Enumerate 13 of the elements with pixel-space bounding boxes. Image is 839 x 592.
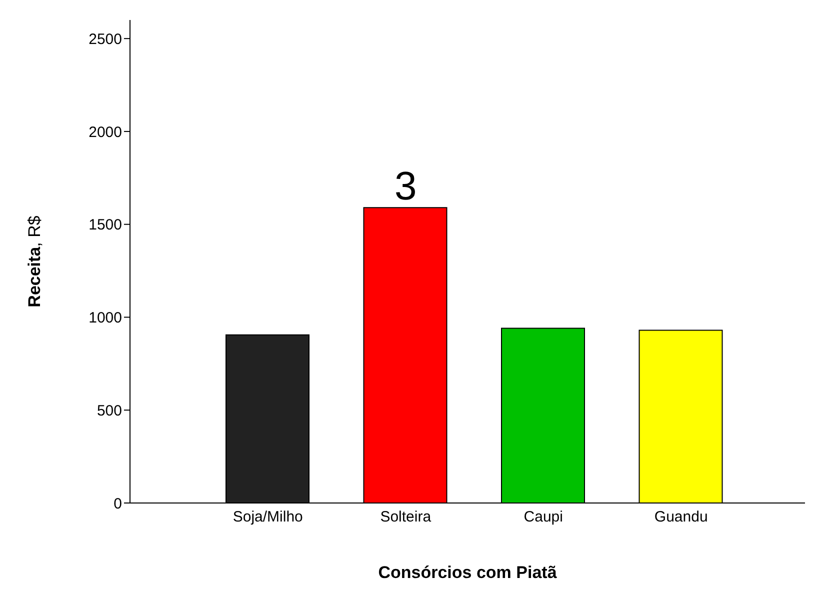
y-axis-title: Receita, R$ bbox=[25, 215, 44, 308]
y-tick-label: 1500 bbox=[88, 216, 122, 234]
x-tick-label: Guandu bbox=[654, 508, 708, 526]
annotation: 3 bbox=[394, 164, 417, 209]
x-tick-label: Soja/Milho bbox=[232, 508, 303, 526]
x-tick-label: Caupi bbox=[524, 508, 563, 526]
y-tick-label: 2000 bbox=[88, 124, 122, 141]
x-tick-label: Solteira bbox=[380, 508, 432, 526]
y-tick-label: 2500 bbox=[88, 30, 122, 48]
x-axis-title: Consórcios com Piatã bbox=[378, 563, 558, 582]
y-tick-label: 500 bbox=[96, 402, 122, 420]
y-tick-label: 0 bbox=[114, 495, 122, 512]
y-tick-label: 1000 bbox=[88, 310, 122, 327]
